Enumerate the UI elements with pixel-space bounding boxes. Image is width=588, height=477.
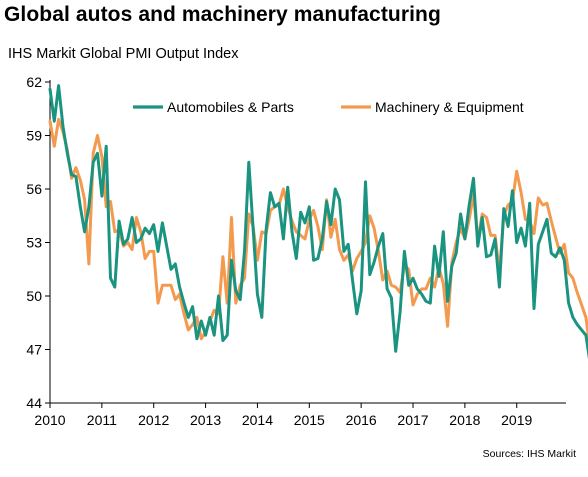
x-tick-label: 2018: [449, 412, 480, 428]
legend-label: Automobiles & Parts: [167, 99, 294, 115]
y-tick-label: 44: [26, 395, 42, 411]
y-tick-label: 59: [26, 128, 42, 144]
legend-label: Machinery & Equipment: [375, 99, 524, 115]
chart-title: Global autos and machinery manufacturing: [4, 3, 441, 26]
x-tick-label: 2019: [501, 412, 532, 428]
x-tick-label: 2017: [397, 412, 428, 428]
x-tick-label: 2010: [34, 412, 65, 428]
y-tick-label: 53: [26, 235, 42, 251]
series-layer: [48, 84, 588, 360]
x-tick-label: 2014: [242, 412, 273, 428]
x-tick-label: 2013: [190, 412, 221, 428]
y-tick-label: 56: [26, 181, 42, 197]
series-line-machinery-equipment: [48, 117, 588, 345]
y-tick-label: 62: [26, 74, 42, 90]
x-tick-label: 2016: [346, 412, 377, 428]
axes: 44 47 50 53 56 59 62 2010 2011 2012 2013 2014 2015 20…: [26, 74, 566, 428]
y-tick-label: 50: [26, 288, 42, 304]
legend: Automobiles & Parts Machinery & Equipment: [133, 99, 524, 115]
x-tick-label: 2011: [87, 412, 117, 428]
x-tick-label: 2015: [294, 412, 325, 428]
chart-source: Sources: IHS Markit: [482, 448, 576, 460]
y-tick-label: 47: [26, 342, 42, 358]
series-line-automobiles-parts: [48, 84, 588, 360]
x-tick-label: 2012: [138, 412, 169, 428]
chart-subtitle: IHS Markit Global PMI Output Index: [8, 46, 239, 62]
